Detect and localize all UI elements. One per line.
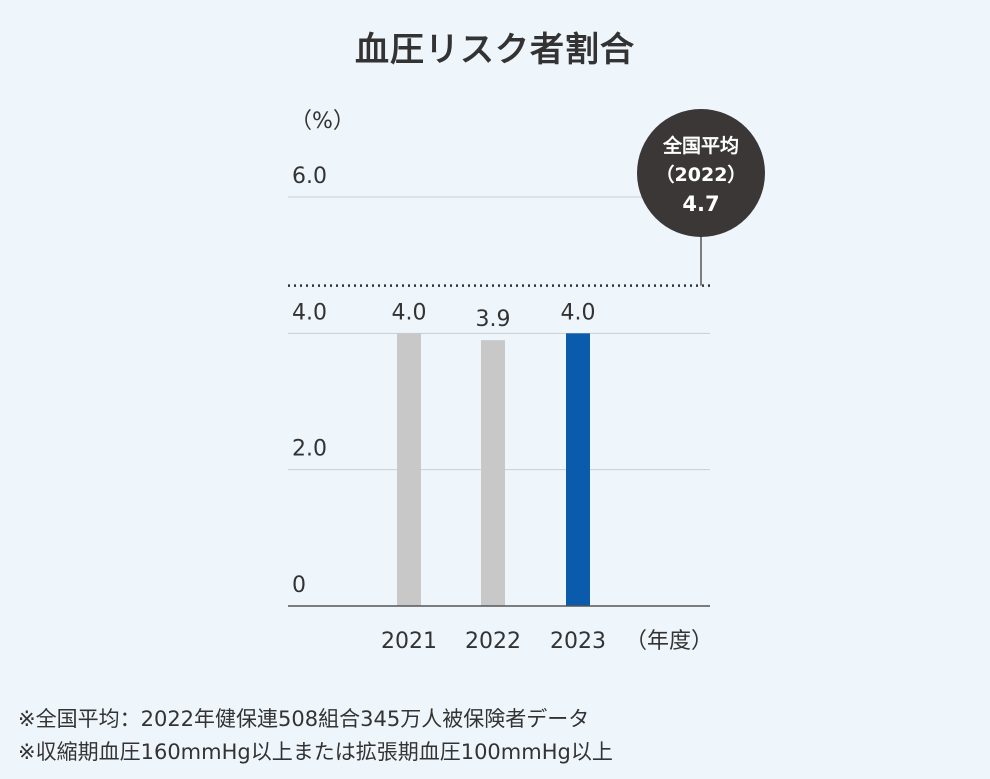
x-tick-label: 2022	[465, 629, 521, 654]
y-tick-label: 2.0	[292, 437, 327, 462]
bar-chart: 0 2.0 4.0 6.0 （%） 4.0 2021 3.9 2022 4.0 2023 （年度） 全国…	[288, 109, 765, 654]
footnotes: ※全国平均：2022年健保連508組合345万人被保険者データ ※収縮期血圧16…	[18, 703, 613, 769]
bar-value-label: 4.0	[561, 300, 596, 325]
reference-value: 4.7	[682, 192, 719, 216]
reference-bubble	[637, 109, 765, 237]
bar-2021	[397, 333, 421, 606]
x-tick-label: 2021	[381, 629, 437, 654]
chart-title: 血圧リスク者割合	[355, 30, 635, 70]
bar-2023	[566, 333, 590, 606]
footnote-national-average: ※全国平均：2022年健保連508組合345万人被保険者データ	[18, 707, 590, 731]
x-axis-unit: （年度）	[625, 629, 713, 654]
bar-value-label: 3.9	[476, 307, 511, 332]
y-tick-label: 6.0	[292, 164, 327, 189]
footnote-criteria: ※収縮期血圧160mmHg以上または拡張期血圧100mmHg以上	[18, 740, 613, 764]
y-axis-label: （%）	[290, 109, 355, 134]
bar-value-label: 4.0	[392, 300, 427, 325]
reference-label: 全国平均	[662, 134, 739, 157]
y-tick-label: 0	[292, 573, 306, 598]
reference-year: （2022）	[656, 163, 747, 186]
y-tick-label: 4.0	[292, 300, 327, 325]
x-tick-label: 2023	[550, 629, 606, 654]
bar-2022	[481, 340, 505, 606]
